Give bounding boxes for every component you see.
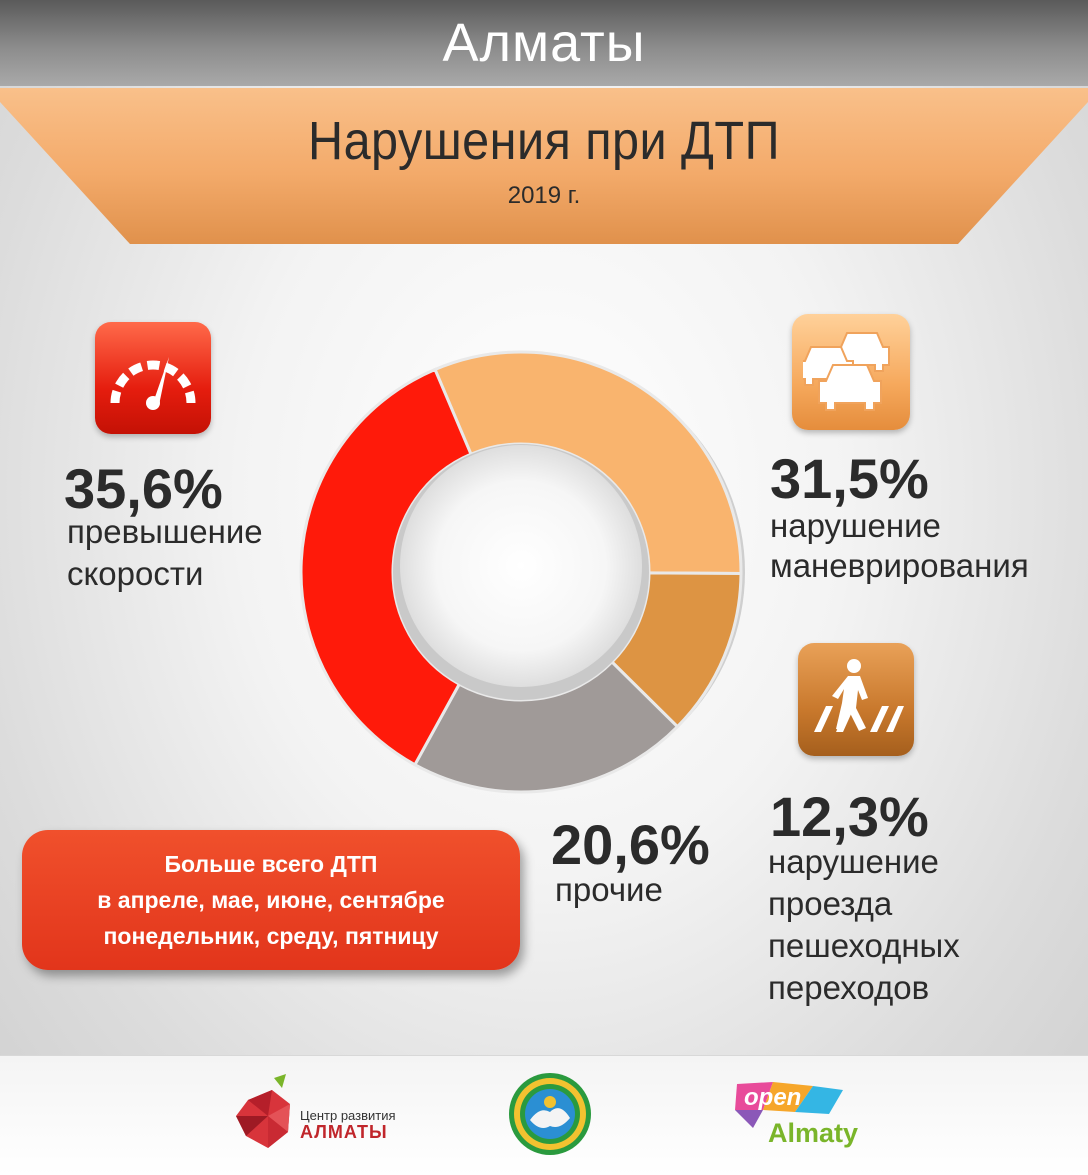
donut-hole-shadow [393, 444, 649, 700]
crossing-percent: 12,3% [770, 785, 929, 848]
pedestrian-crossing-icon [808, 654, 904, 745]
org-name-line1: Центр развития [300, 1108, 396, 1123]
note-line1: Больше всего ДТП [164, 851, 378, 877]
maneuvering-label-line1: нарушение [770, 507, 941, 544]
org-name-line2: АЛМАТЫ [300, 1122, 388, 1142]
city-title: Алматы [442, 13, 646, 73]
maneuvering-label-line2: маневрирования [770, 547, 1029, 584]
city-seal-icon [508, 1072, 592, 1156]
chart-subtitle: 2019 г. [507, 182, 581, 209]
almaty-logo-word: Almaty [768, 1118, 859, 1148]
other-percent: 20,6% [551, 813, 710, 876]
speeding-tile [95, 322, 211, 434]
note-line2: в апреле, мае, июне, сентябре [97, 887, 445, 913]
title-banner [0, 86, 1088, 246]
crossing-label-line1: нарушение [768, 843, 939, 880]
segment-maneuvering [433, 350, 743, 576]
crossing-label-line3: пешеходных [768, 927, 960, 964]
centre-development-logo [228, 1070, 388, 1160]
speeding-label-line1: превышение [67, 513, 263, 550]
segment-crossing [609, 571, 743, 729]
donut-hole [400, 445, 642, 687]
speeding-percent: 35,6% [64, 457, 223, 520]
note-line3: понедельник, среду, пятницу [103, 923, 439, 949]
segment-speeding [299, 367, 473, 767]
maneuvering-percent: 31,5% [770, 447, 929, 510]
speeding-label-line2: скорости [67, 555, 204, 592]
note-box: Больше всего ДТП в апреле, мае, июне, се… [22, 830, 520, 970]
maneuvering-tile [792, 314, 910, 430]
other-label: прочие [555, 871, 663, 908]
open-almaty-logo [733, 1080, 863, 1155]
crossing-label-line2: проезда [768, 885, 893, 922]
header-bar: Алматы [0, 0, 1088, 86]
chart-title: Нарушения при ДТП [308, 111, 780, 171]
open-logo-word: open [744, 1084, 802, 1111]
speedometer-icon [103, 341, 203, 416]
segment-other [412, 659, 680, 794]
donut-shadow-ring [317, 358, 745, 786]
crossing-tile [798, 643, 914, 756]
cars-icon [798, 325, 899, 420]
crossing-label-line4: переходов [768, 969, 930, 1006]
